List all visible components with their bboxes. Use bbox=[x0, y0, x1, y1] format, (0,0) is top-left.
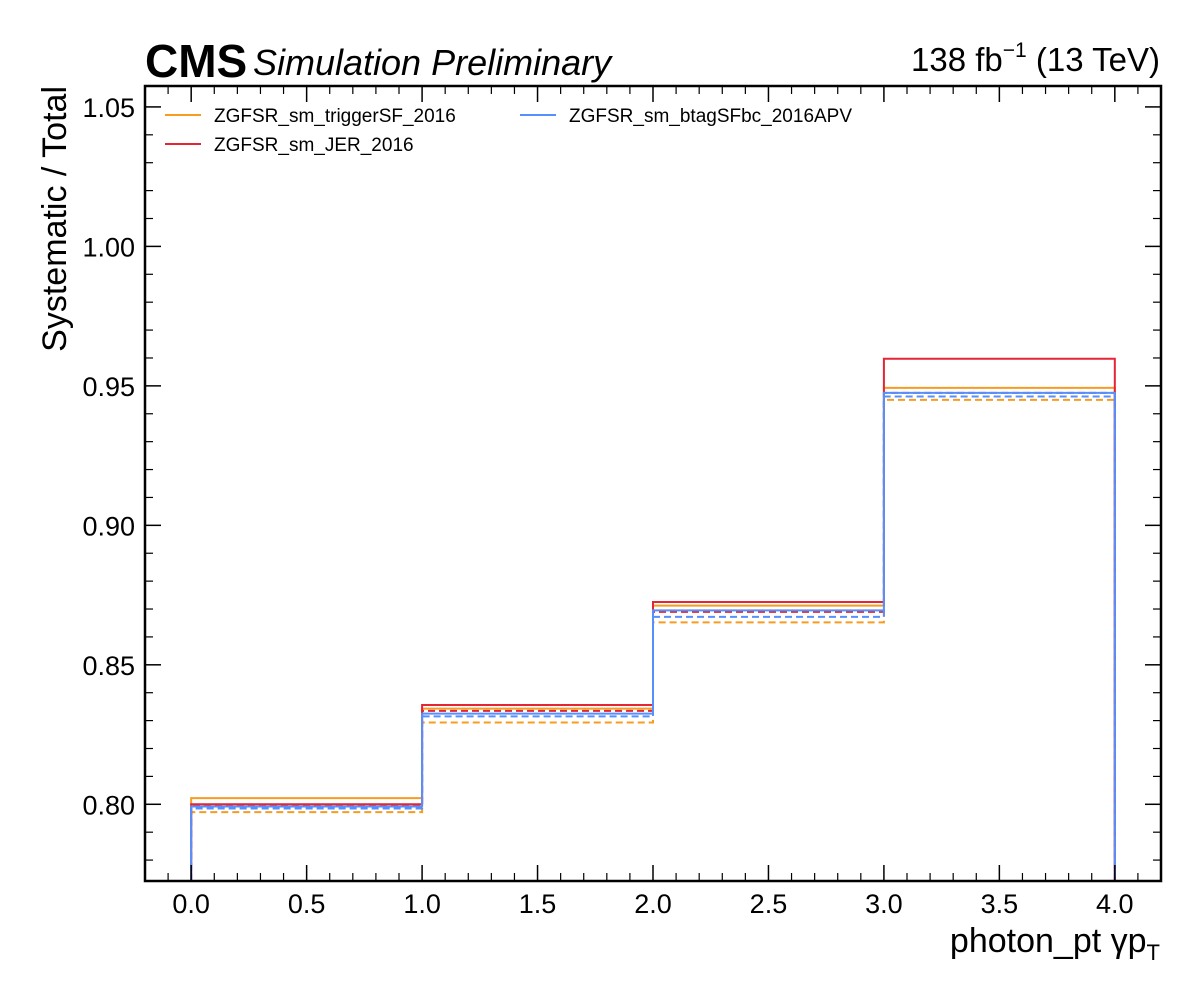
y-tick-label: 0.80 bbox=[82, 790, 135, 820]
x-axis-label-subscript: T bbox=[1147, 940, 1160, 965]
y-tick-label: 0.85 bbox=[82, 651, 135, 681]
y-tick-label: 1.00 bbox=[82, 232, 135, 262]
x-tick-label: 4.0 bbox=[1096, 889, 1134, 919]
experiment-label: CMS bbox=[145, 35, 247, 87]
x-tick-label: 0.0 bbox=[172, 889, 210, 919]
lumi-exponent: −1 bbox=[1003, 39, 1027, 62]
legend: ZGFSR_sm_triggerSF_2016 ZGFSR_sm_JER_2016… bbox=[165, 106, 852, 156]
x-tick-label: 2.0 bbox=[634, 889, 672, 919]
x-tick-label: 1.0 bbox=[403, 889, 441, 919]
series-0-down-line bbox=[190, 398, 1116, 881]
series-layer bbox=[190, 357, 1116, 881]
energy-label: (13 TeV) bbox=[1027, 41, 1160, 78]
legend-label: ZGFSR_sm_JER_2016 bbox=[214, 135, 414, 156]
lumi-label: 138 fb−1 (13 TeV) bbox=[911, 39, 1160, 78]
legend-label: ZGFSR_sm_btagSFbc_2016APV bbox=[569, 106, 852, 127]
status-label: Simulation Preliminary bbox=[253, 42, 613, 83]
legend-label: ZGFSR_sm_triggerSF_2016 bbox=[214, 106, 456, 127]
x-axis-label-main: photon_pt γp bbox=[950, 922, 1147, 960]
y-axis-label: Systematic / Total bbox=[36, 86, 74, 352]
x-tick-label: 3.0 bbox=[865, 889, 903, 919]
lumi-value: 138 fb bbox=[911, 41, 1003, 78]
y-tick-label: 1.05 bbox=[82, 93, 135, 123]
x-axis-label: photon_pt γpT bbox=[950, 922, 1160, 965]
x-tick-label: 3.5 bbox=[981, 889, 1019, 919]
series-2-up-line bbox=[190, 391, 1116, 881]
ticks-layer: 0.0 0.5 1.0 1.5 2.0 2.5 3.0 3.5 4.0 0.80 0.85 0.90 0… bbox=[82, 86, 1162, 919]
x-tick-label: 2.5 bbox=[750, 889, 788, 919]
y-tick-label: 0.90 bbox=[82, 511, 135, 541]
y-tick-label: 0.95 bbox=[82, 372, 135, 402]
x-tick-label: 1.5 bbox=[519, 889, 557, 919]
plot-frame bbox=[143, 84, 1163, 883]
x-tick-label: 0.5 bbox=[288, 889, 326, 919]
